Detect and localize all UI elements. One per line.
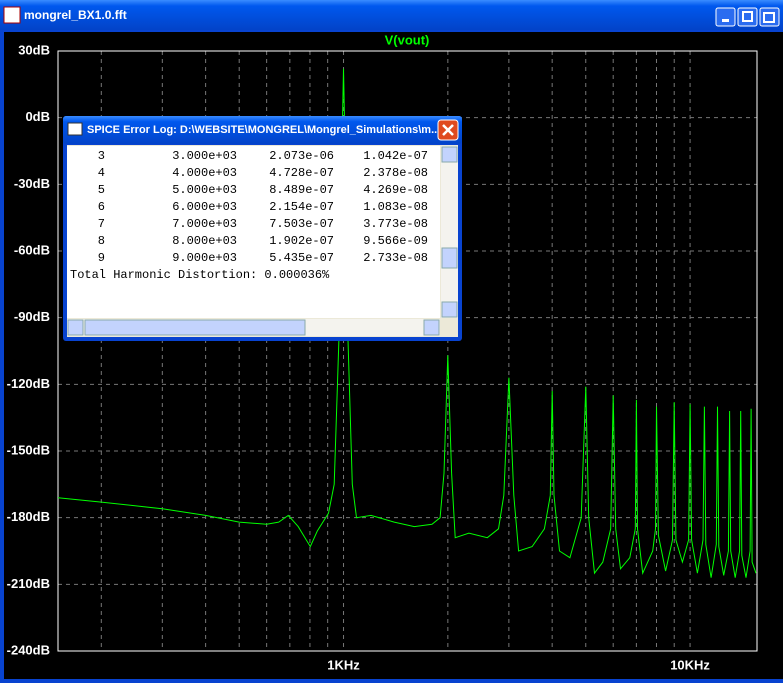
scroll-thumb[interactable] [441,247,458,269]
h-scroll-thumb[interactable] [84,319,306,336]
log-cell: 2.733e-08 [363,251,428,265]
log-cell: 7.000e+03 [172,217,237,231]
log-cell: 3.000e+03 [172,149,237,163]
scroll-up[interactable] [441,146,458,163]
log-cell: 2.073e-06 [269,149,334,163]
log-cell: 5 [98,183,105,197]
maximize-icon [742,11,753,22]
log-cell: 7 [98,217,105,231]
y-tick-label: 0dB [25,109,50,124]
y-tick-label: 30dB [18,42,50,57]
log-text-area [67,146,440,318]
y-tick-label: -240dB [7,642,50,657]
vertical-scrollbar[interactable] [441,146,458,318]
thd-summary: Total Harmonic Distortion: 0.000036% [70,268,330,282]
close-icon [442,124,454,136]
log-cell: 5.435e-07 [269,251,334,265]
log-cell: 2.378e-08 [363,166,428,180]
y-tick-label: -210dB [7,576,50,591]
dialog-title: SPICE Error Log: D:\WEBSITE\MONGREL\Mong… [87,124,440,136]
log-cell: 1.902e-07 [269,234,334,248]
dialog-icon [67,122,83,136]
log-cell: 9.566e-09 [363,234,428,248]
y-tick-label: -90dB [14,309,50,324]
log-cell: 5.000e+03 [172,183,237,197]
y-tick-label: -150dB [7,442,50,457]
log-cell: 4.728e-07 [269,166,334,180]
title-bar [0,0,783,30]
log-cell: 4.269e-08 [363,183,428,197]
log-cell: 9 [98,251,105,265]
restore-icon [763,12,775,23]
restore-button[interactable] [759,7,780,27]
app-icon [3,6,21,24]
log-cell: 6 [98,200,105,214]
log-cell: 1.083e-08 [363,200,428,214]
x-tick-label: 1KHz [327,657,360,672]
log-cell: 8 [98,234,105,248]
minimize-button[interactable] [715,7,736,27]
scroll-down[interactable] [441,301,458,318]
scroll-left[interactable] [67,319,84,336]
scroll-right[interactable] [423,319,440,336]
y-tick-label: -30dB [14,176,50,191]
y-tick-label: -60dB [14,242,50,257]
log-cell: 4 [98,166,105,180]
error-log-dialog: SPICE Error Log: D:\WEBSITE\MONGREL\Mong… [63,116,462,341]
minimize-icon [722,19,729,22]
y-tick-label: -120dB [7,376,50,391]
log-cell: 7.503e-07 [269,217,334,231]
maximize-button[interactable] [737,7,758,27]
log-cell: 6.000e+03 [172,200,237,214]
log-cell: 3.773e-08 [363,217,428,231]
plot-frame [57,50,758,652]
log-cell: 8.489e-07 [269,183,334,197]
log-cell: 3 [98,149,105,163]
y-tick-label: -180dB [7,509,50,524]
log-cell: 2.154e-07 [269,200,334,214]
log-cell: 9.000e+03 [172,251,237,265]
window-title: mongrel_BX1.0.fft [24,8,127,22]
trace-label: V(vout) [385,32,430,47]
x-tick-label: 10KHz [670,657,710,672]
log-cell: 4.000e+03 [172,166,237,180]
log-cell: 1.042e-07 [363,149,428,163]
trace [57,68,757,578]
dialog-title-bar [63,116,462,144]
log-cell: 8.000e+03 [172,234,237,248]
